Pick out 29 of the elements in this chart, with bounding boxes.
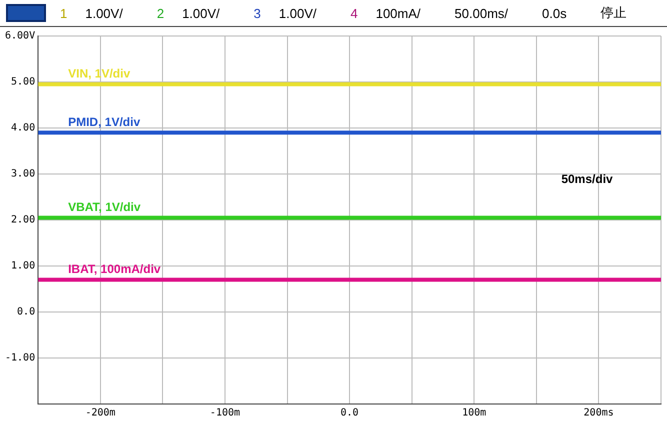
y-tick-label: 0.0 (17, 306, 36, 318)
text: 3 (254, 6, 261, 20)
series-label: VBAT, 1V/div (68, 200, 141, 214)
x-tick-label: -200m (85, 408, 116, 419)
text: 100mA/ (376, 6, 421, 20)
series-label: VIN, 1V/div (68, 66, 130, 81)
text: 2 (156, 6, 164, 20)
text: 1 (60, 6, 68, 20)
y-tick-label: 6.00V (4, 30, 36, 42)
text: 50.00ms/ (454, 6, 508, 20)
text: 4 (350, 6, 358, 20)
x-tick-label: 100m (462, 408, 486, 419)
series-label: IBAT, 100mA/div (68, 262, 161, 276)
y-tick-label: 5.00 (11, 76, 36, 88)
series-label: PMID, 1V/div (68, 114, 140, 129)
x-tick-label: 200ms (584, 408, 614, 419)
x-tick-label: 0.0 (340, 408, 359, 419)
text: 停止 (600, 4, 627, 22)
y-tick-label: 4.00 (11, 122, 36, 134)
text: 1.00V/ (278, 6, 316, 20)
y-tick-label: 2.00 (11, 214, 36, 226)
y-tick-label: 1.00 (11, 260, 36, 272)
text: 0.0s (542, 6, 567, 20)
annotation: 50ms/div (561, 172, 614, 186)
text: 1.00V/ (85, 6, 123, 20)
y-tick-label: 3.00 (11, 168, 36, 180)
x-tick-label: -100m (210, 408, 240, 419)
text: 1.00V/ (182, 6, 220, 20)
y-tick-label: -1.00 (4, 352, 36, 364)
